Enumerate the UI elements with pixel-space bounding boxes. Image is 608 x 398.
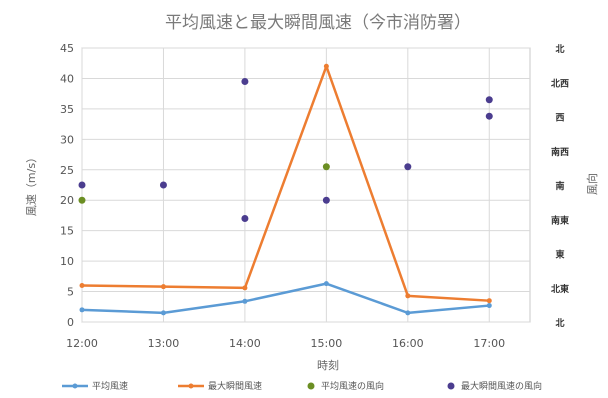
series-point (160, 284, 166, 290)
y2-tick-label: 南西 (551, 146, 569, 158)
series-point (405, 310, 411, 316)
series-line (81, 282, 490, 315)
direction-point (485, 96, 493, 104)
direction-point (404, 163, 412, 171)
direction-point (78, 181, 86, 189)
y2-tick-label: 北東 (551, 283, 569, 295)
x-tick-label: 17:00 (473, 337, 505, 350)
legend-swatch-point (72, 383, 78, 389)
y-tick-label: 45 (60, 42, 74, 55)
direction-point (78, 196, 86, 204)
series-point (323, 63, 329, 69)
y-tick-label: 0 (67, 316, 74, 329)
plot-area: 0 5 10 15 20 25 30 35 40 45 12:00 13:00 14:00 15:00 16… (60, 42, 569, 350)
series-point (242, 298, 248, 304)
legend-swatch (307, 382, 315, 390)
series-point (323, 281, 329, 287)
y-tick-label: 10 (60, 255, 74, 268)
y-tick-label: 5 (67, 286, 74, 299)
series-line (81, 65, 490, 302)
x-axis-label: 時刻 (317, 358, 339, 372)
y-tick-label: 35 (60, 103, 74, 116)
chart-title: 平均風速と最大瞬間風速（今市消防署） (165, 13, 471, 33)
direction-point (485, 112, 493, 120)
legend-swatch (447, 382, 455, 390)
y2-tick-label: 北 (555, 317, 564, 329)
direction-point (241, 214, 249, 222)
y2-tick-label: 北 (555, 43, 564, 55)
x-tick-label: 15:00 (311, 337, 343, 350)
y-tick-label: 15 (60, 225, 74, 238)
legend-label: 最大瞬間風速 (208, 380, 262, 392)
series-point (79, 307, 85, 313)
direction-point (322, 163, 330, 171)
legend: 平均風速 最大瞬間風速 平均風速の風向 最大瞬間風速の風向 (62, 380, 542, 392)
x-tick-label: 13:00 (148, 337, 180, 350)
y-tick-label: 40 (60, 72, 74, 85)
direction-point (241, 77, 249, 85)
x-tick-label: 16:00 (392, 337, 424, 350)
series-point (79, 282, 85, 288)
series-point (486, 303, 492, 309)
y-tick-label: 25 (60, 164, 74, 177)
y2-axis-label: 風向 (585, 173, 599, 195)
y2-tick-label: 西 (555, 113, 564, 124)
direction-point (322, 196, 330, 204)
y2-tick-label: 東 (555, 249, 564, 261)
y2-tick-label: 南東 (551, 214, 569, 226)
x-tick-label: 14:00 (229, 337, 261, 350)
series-point (160, 310, 166, 316)
y-tick-label: 30 (60, 133, 74, 146)
plot-frame (81, 47, 531, 323)
legend-label: 平均風速の風向 (321, 380, 384, 392)
y2-tick-label: 南 (555, 180, 564, 192)
y-tick-label: 20 (60, 194, 74, 207)
legend-label: 最大瞬間風速の風向 (461, 380, 542, 392)
series-point (486, 298, 492, 304)
series-point (405, 293, 411, 299)
x-tick-label: 12:00 (66, 337, 98, 350)
legend-swatch-point (188, 383, 194, 389)
series-point (242, 285, 248, 291)
direction-point (159, 181, 167, 189)
y2-tick-label: 北西 (551, 77, 569, 89)
y-axis-label: 風速（m/s） (25, 152, 38, 216)
legend-label: 平均風速 (92, 380, 128, 392)
